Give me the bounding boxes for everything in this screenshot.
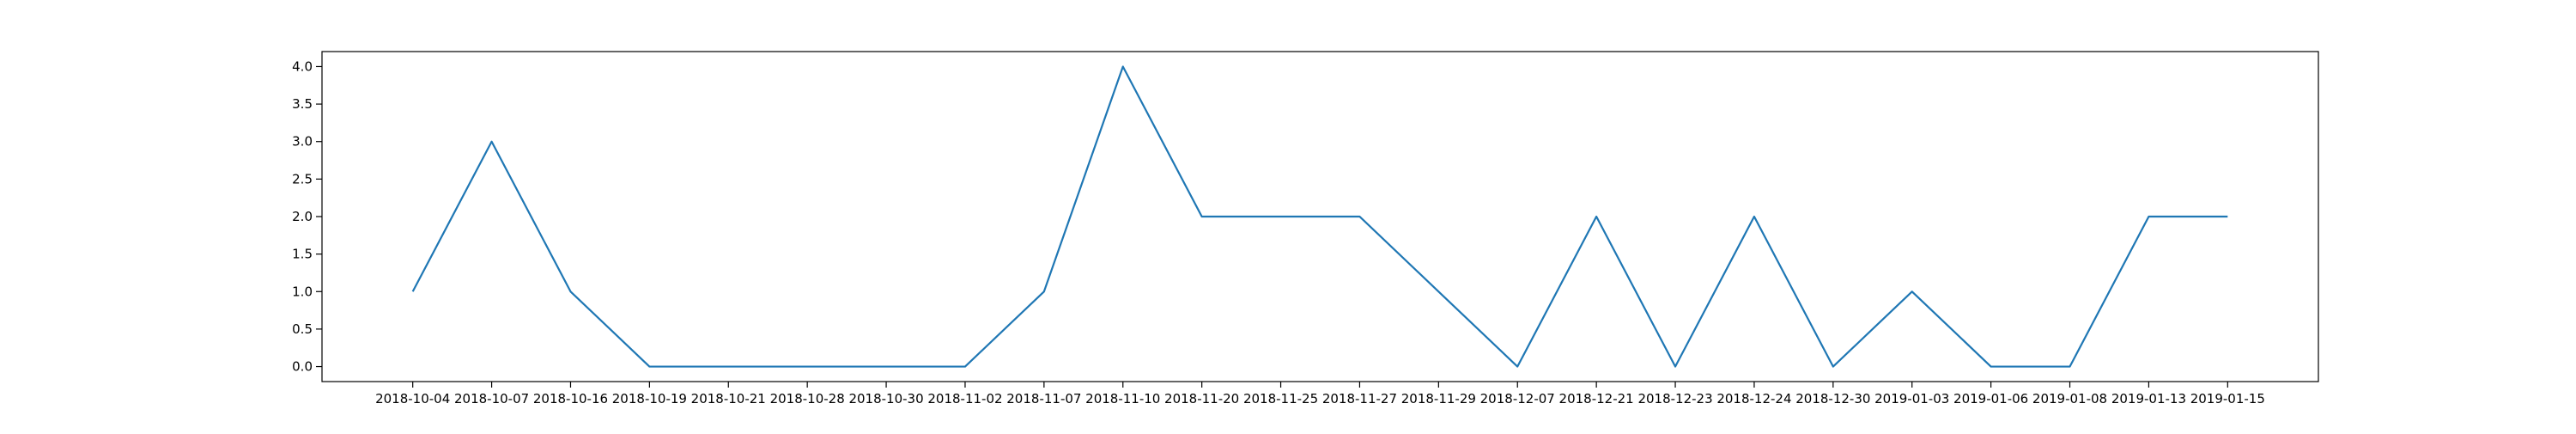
x-tick-label: 2018-11-20 xyxy=(1164,391,1239,406)
y-tick-label: 4.0 xyxy=(292,58,313,74)
x-tick-label: 2018-10-30 xyxy=(848,391,923,406)
y-axis: 0.0 0.5 1.0 1.5 2.0 2.5 3.0 3.5 4.0 xyxy=(292,58,322,375)
x-tick-label: 2019-01-08 xyxy=(2032,391,2107,406)
x-tick-label: 2018-10-21 xyxy=(691,391,766,406)
x-axis: 2018-10-04 2018-10-07 2018-10-16 2018-10-19… xyxy=(375,382,2265,406)
x-tick-label: 2019-01-03 xyxy=(1874,391,1949,406)
x-tick-label: 2019-01-15 xyxy=(2190,391,2265,406)
y-tick-label: 2.5 xyxy=(292,171,313,186)
x-tick-label: 2018-11-02 xyxy=(927,391,1002,406)
series-layer xyxy=(411,65,2228,368)
series-line xyxy=(411,65,2228,368)
y-tick-label: 3.5 xyxy=(292,96,313,112)
x-tick-label: 2019-01-13 xyxy=(2111,391,2186,406)
x-tick-label: 2018-12-24 xyxy=(1716,391,1791,406)
x-tick-label: 2019-01-06 xyxy=(1953,391,2028,406)
x-tick-label: 2018-11-29 xyxy=(1401,391,1476,406)
x-tick-label: 2018-12-30 xyxy=(1795,391,1870,406)
y-tick-label: 3.0 xyxy=(292,134,313,150)
y-tick-label: 1.0 xyxy=(292,284,313,299)
y-tick-label: 0.0 xyxy=(292,359,313,375)
x-tick-label: 2018-12-07 xyxy=(1480,391,1555,406)
x-tick-label: 2018-11-27 xyxy=(1322,391,1397,406)
x-tick-label: 2018-10-28 xyxy=(770,391,845,406)
plot-area-frame xyxy=(321,51,2319,382)
x-tick-label: 2018-11-25 xyxy=(1243,391,1318,406)
y-tick-label: 2.0 xyxy=(292,209,313,224)
x-tick-label: 2018-10-19 xyxy=(612,391,687,406)
y-tick-label: 0.5 xyxy=(292,321,313,337)
x-tick-label: 2018-12-21 xyxy=(1559,391,1634,406)
x-tick-label: 2018-10-04 xyxy=(375,391,450,406)
x-tick-label: 2018-11-07 xyxy=(1006,391,1081,406)
x-tick-label: 2018-11-10 xyxy=(1085,391,1160,406)
x-tick-label: 2018-12-23 xyxy=(1637,391,1712,406)
x-tick-label: 2018-10-16 xyxy=(533,391,608,406)
y-tick-label: 1.5 xyxy=(292,247,313,262)
x-tick-label: 2018-10-07 xyxy=(454,391,529,406)
